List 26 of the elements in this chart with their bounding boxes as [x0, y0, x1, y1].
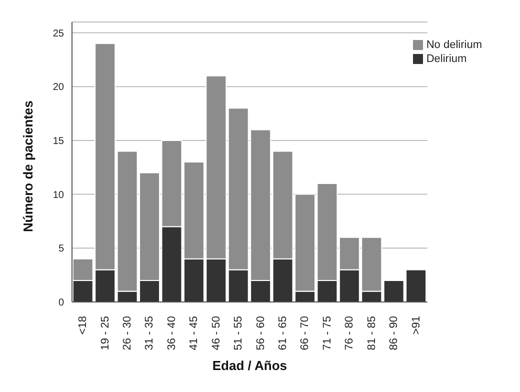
x-tick-label: <18 — [77, 316, 90, 335]
x-tick-label: 61 - 65 — [276, 316, 289, 350]
x-tick-label: 51 - 55 — [232, 316, 245, 350]
x-tick-label: 76 - 80 — [344, 316, 356, 350]
x-tick-label: 46 - 50 — [210, 316, 222, 350]
x-axis-title: Edad / Años — [212, 358, 287, 373]
x-tick-label: >91 — [410, 316, 422, 335]
x-tick-label: 26 - 30 — [122, 316, 134, 350]
x-tick-label: 71 - 75 — [321, 316, 334, 350]
y-tick-label: 5 — [58, 244, 64, 255]
x-tick-label: 56 - 60 — [254, 316, 267, 350]
x-tick-label: 31 - 35 — [144, 316, 156, 350]
y-tick-label: 0 — [58, 298, 64, 309]
x-tick-label: 36 - 40 — [166, 316, 178, 350]
y-tick-label: 10 — [52, 190, 64, 201]
legend-label: Delirium — [426, 52, 467, 66]
x-tick-label: 41 - 45 — [188, 316, 200, 350]
y-tick-label: 15 — [52, 136, 64, 148]
legend-label: No delirium — [426, 38, 482, 52]
x-tick-label: 19 - 25 — [99, 316, 112, 350]
x-tick-label: 66 - 70 — [299, 316, 312, 350]
y-tick-label: 20 — [52, 82, 64, 94]
x-tick-label: 81 - 85 — [366, 316, 378, 350]
x-tick-label: 86 - 90 — [388, 316, 400, 350]
y-tick-label: 25 — [52, 28, 64, 40]
y-axis-title: Número de pacientes — [20, 100, 36, 232]
